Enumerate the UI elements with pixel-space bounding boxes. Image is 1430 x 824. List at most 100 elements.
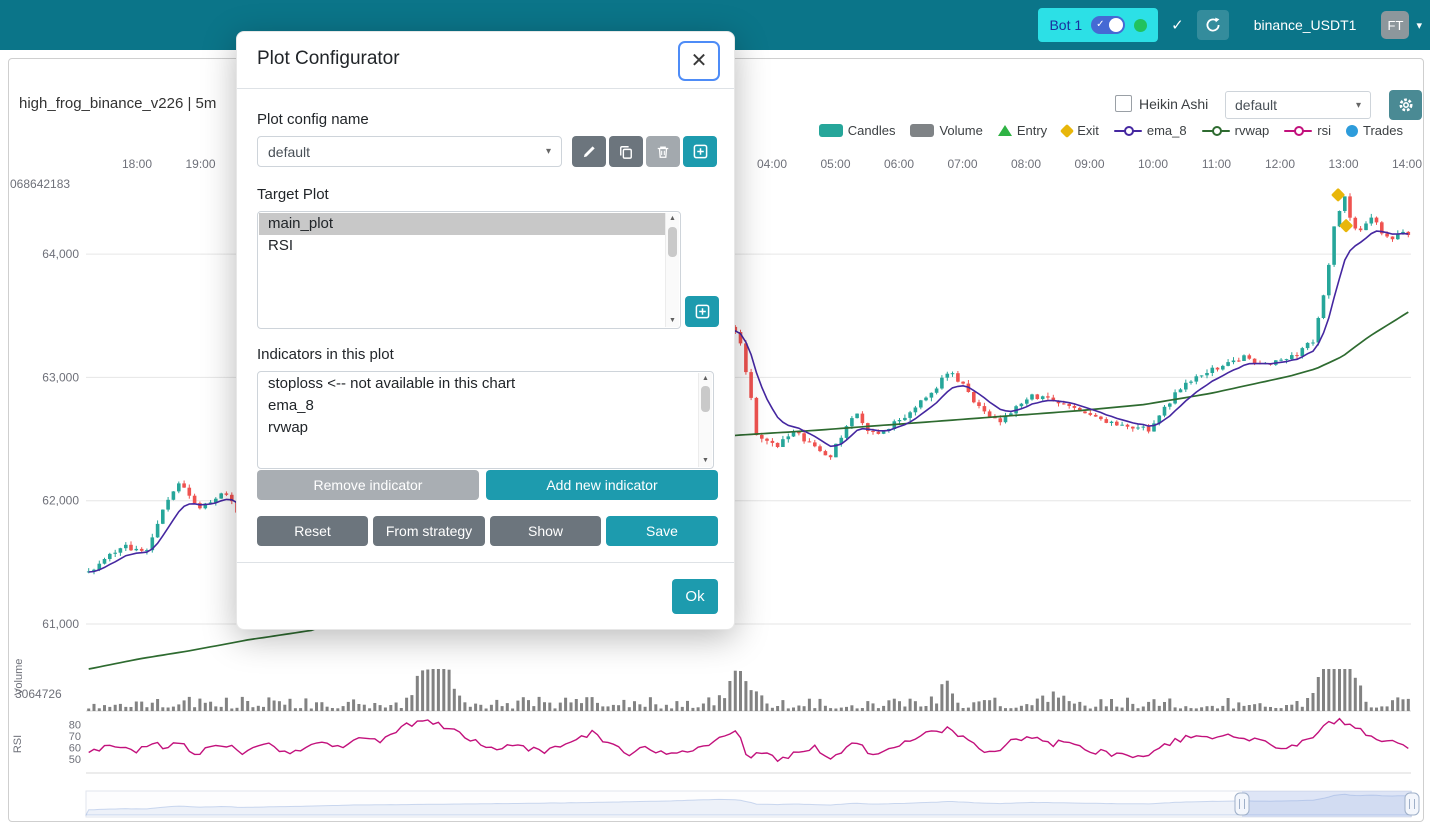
user-avatar[interactable]: FT bbox=[1381, 11, 1410, 39]
ema_8-legend-icon bbox=[1113, 125, 1142, 137]
save-button[interactable]: Save bbox=[606, 516, 718, 546]
legend-label: Exit bbox=[1077, 123, 1099, 138]
show-button[interactable]: Show bbox=[490, 516, 601, 546]
svg-text:07:00: 07:00 bbox=[947, 157, 977, 171]
bot-pair-label: binance_USDT1 bbox=[1253, 17, 1357, 33]
avatar-caret-icon[interactable]: ▾ bbox=[1416, 19, 1422, 32]
delete-config-button[interactable] bbox=[646, 136, 680, 167]
refresh-button[interactable] bbox=[1196, 10, 1229, 40]
reset-button[interactable]: Reset bbox=[257, 516, 368, 546]
bot-online-dot bbox=[1134, 18, 1148, 32]
Candles-legend-icon bbox=[818, 124, 843, 137]
rvwap-line bbox=[88, 311, 1409, 670]
target-plot-option[interactable]: main_plot bbox=[259, 213, 666, 235]
plot-config-select-value: default bbox=[1235, 97, 1278, 113]
heikin-ashi-checkbox[interactable] bbox=[1115, 95, 1132, 112]
svg-text:18:00: 18:00 bbox=[122, 157, 152, 171]
plot-settings-button[interactable] bbox=[1389, 90, 1422, 120]
legend-label: ema_8 bbox=[1146, 123, 1187, 138]
svg-text:12:00: 12:00 bbox=[1265, 157, 1295, 171]
target-plot-listbox[interactable]: main_plot RSI ▲ ▼ bbox=[257, 211, 681, 329]
legend-label: rsi bbox=[1317, 123, 1332, 138]
svg-text:05:00: 05:00 bbox=[820, 157, 850, 171]
datazoom-selection[interactable] bbox=[1242, 791, 1412, 817]
Volume-legend-icon bbox=[910, 124, 935, 137]
indicator-option[interactable]: ema_8 bbox=[268, 397, 314, 414]
trade-exit-marker bbox=[1339, 219, 1353, 233]
svg-text:61,000: 61,000 bbox=[42, 617, 79, 631]
indicators-in-plot-label: Indicators in this plot bbox=[257, 346, 394, 363]
scroll-down-icon[interactable]: ▼ bbox=[702, 457, 709, 464]
config-name-select[interactable]: default ▾ bbox=[257, 136, 562, 167]
add-new-indicator-button[interactable]: Add new indicator bbox=[486, 470, 718, 500]
modal-title: Plot Configurator bbox=[257, 48, 400, 69]
heikin-ashi-control[interactable]: Heikin Ashi bbox=[1115, 95, 1208, 112]
svg-text:63,000: 63,000 bbox=[42, 370, 79, 384]
add-target-plot-button[interactable] bbox=[685, 296, 719, 327]
legend-item-rvwap[interactable]: rvwap bbox=[1201, 123, 1269, 138]
plot-config-select[interactable]: default ▾ bbox=[1225, 91, 1371, 119]
Entry-legend-icon bbox=[997, 125, 1012, 136]
svg-text:11:00: 11:00 bbox=[1202, 157, 1231, 171]
toggle-knob bbox=[1109, 18, 1124, 32]
config-name-row: default ▾ bbox=[257, 136, 718, 167]
plus-square-icon bbox=[693, 144, 707, 159]
legend-label: Trades bbox=[1363, 123, 1403, 138]
modal-close-button[interactable]: ✕ bbox=[678, 41, 720, 81]
chevron-down-icon: ▾ bbox=[545, 146, 551, 157]
scrollbar[interactable]: ▲ ▼ bbox=[665, 213, 679, 327]
legend-item-Exit[interactable]: Exit bbox=[1060, 123, 1099, 138]
scrollbar[interactable]: ▲ ▼ bbox=[698, 373, 712, 467]
indicator-option[interactable]: rvwap bbox=[268, 419, 309, 436]
datazoom-track[interactable] bbox=[85, 790, 1412, 818]
plot-configurator-modal: Plot Configurator ✕ Plot config name def… bbox=[236, 31, 735, 630]
target-plot-option[interactable]: RSI bbox=[268, 237, 294, 254]
scroll-down-icon[interactable]: ▼ bbox=[669, 317, 676, 324]
indicator-option[interactable]: stoploss <-- not available in this chart bbox=[268, 375, 516, 392]
datazoom-right-handle[interactable] bbox=[1404, 792, 1420, 816]
svg-text:50: 50 bbox=[69, 754, 81, 766]
scroll-up-icon[interactable]: ▲ bbox=[702, 375, 709, 382]
legend-item-Candles[interactable]: Candles bbox=[818, 123, 895, 138]
add-config-button[interactable] bbox=[683, 136, 717, 167]
chart-title: high_frog_binance_v226 | 5m bbox=[19, 95, 217, 112]
trade-exit-marker bbox=[1331, 188, 1345, 202]
duplicate-config-button[interactable] bbox=[609, 136, 643, 167]
heikin-ashi-label: Heikin Ashi bbox=[1139, 95, 1209, 112]
legend-item-Volume[interactable]: Volume bbox=[910, 123, 983, 138]
scroll-up-icon[interactable]: ▲ bbox=[669, 215, 676, 222]
scrollbar-thumb[interactable] bbox=[668, 227, 677, 257]
svg-text:06:00: 06:00 bbox=[884, 157, 914, 171]
action-buttons-row: Reset From strategy Show Save bbox=[257, 516, 718, 546]
target-plot-label: Target Plot bbox=[257, 186, 329, 203]
indicators-listbox[interactable]: stoploss <-- not available in this chart… bbox=[257, 371, 714, 469]
edit-config-button[interactable] bbox=[572, 136, 606, 167]
bot-selector-widget[interactable]: Bot 1 ✓ bbox=[1038, 8, 1159, 42]
rvwap-legend-icon bbox=[1201, 125, 1230, 137]
rsi-panel-label: RSI bbox=[12, 735, 24, 753]
volume-series bbox=[87, 669, 1410, 711]
legend-item-Trades[interactable]: Trades bbox=[1346, 123, 1403, 138]
svg-text:08:00: 08:00 bbox=[1011, 157, 1041, 171]
plus-square-icon bbox=[695, 304, 709, 319]
legend-item-Entry[interactable]: Entry bbox=[997, 123, 1048, 138]
chevron-down-icon: ▾ bbox=[1355, 99, 1361, 111]
svg-text:62,000: 62,000 bbox=[42, 494, 79, 508]
remove-indicator-button[interactable]: Remove indicator bbox=[257, 470, 479, 500]
rsi-legend-icon bbox=[1284, 125, 1313, 137]
Trades-legend-icon bbox=[1346, 124, 1359, 137]
datazoom-shadow bbox=[85, 793, 1412, 816]
chart-legend: Candles Volume Entry Exit ema_8 rvwap rsi Trade… bbox=[818, 123, 1403, 138]
from-strategy-button[interactable]: From strategy bbox=[373, 516, 485, 546]
pencil-icon bbox=[583, 145, 595, 157]
bot-toggle[interactable]: ✓ bbox=[1091, 16, 1126, 34]
legend-item-ema_8[interactable]: ema_8 bbox=[1113, 123, 1187, 138]
datazoom-left-handle[interactable] bbox=[1234, 792, 1250, 816]
modal-header: Plot Configurator ✕ bbox=[237, 32, 734, 89]
refresh-icon bbox=[1206, 17, 1220, 32]
scrollbar-thumb[interactable] bbox=[701, 386, 710, 412]
ok-button[interactable]: Ok bbox=[672, 579, 718, 614]
legend-item-rsi[interactable]: rsi bbox=[1284, 123, 1331, 138]
legend-label: Entry bbox=[1016, 123, 1048, 138]
volume-axis-value-label: 3064726 bbox=[15, 687, 62, 701]
